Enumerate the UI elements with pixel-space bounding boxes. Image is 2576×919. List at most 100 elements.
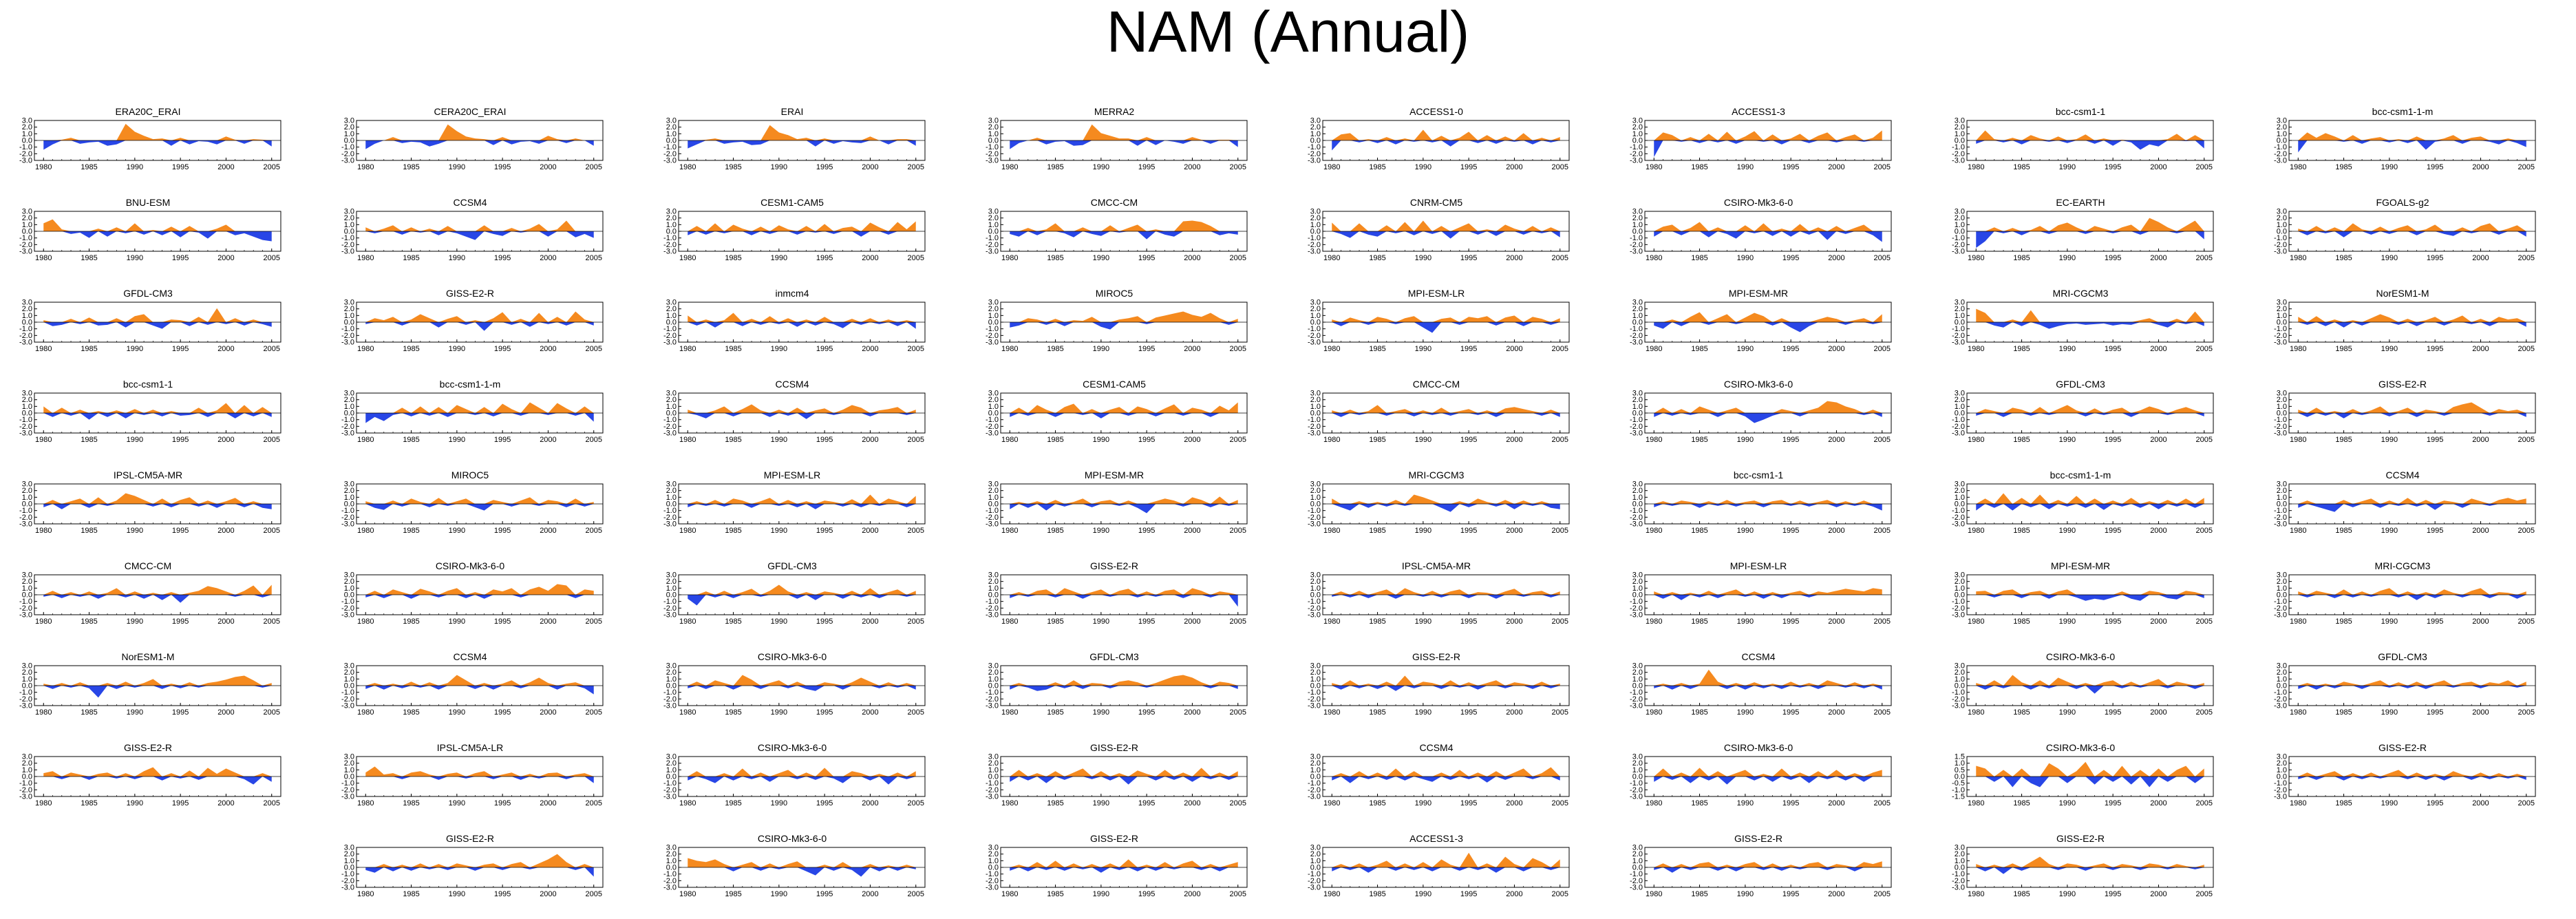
y-tick-label: -1.0 bbox=[663, 779, 677, 788]
x-tick-label: 1990 bbox=[1093, 345, 1109, 353]
y-tick-label: 0.0 bbox=[1955, 410, 1965, 418]
x-tick-label: 2000 bbox=[217, 708, 234, 717]
x-tick-label: 2000 bbox=[862, 708, 878, 717]
panel-title: bcc-csm1-1-m bbox=[2372, 106, 2434, 117]
panel-58: IPSL-CM5A-LR 3.0 2.0 1.0 0.0 -1.0 -2.0 -3.0 1980… bbox=[336, 743, 604, 809]
y-tick-label: 3.0 bbox=[2277, 117, 2287, 125]
panel-42: CSIRO-Mk3-6-0 3.0 2.0 1.0 0.0 -1.0 -2.0 -3.0 198… bbox=[336, 561, 604, 627]
y-tick-label: 2.0 bbox=[2277, 668, 2287, 677]
y-tick-label: -3.0 bbox=[2274, 611, 2287, 620]
y-tick-label: 1.0 bbox=[988, 766, 999, 774]
y-tick-label: 0.0 bbox=[2277, 500, 2287, 509]
negative-area bbox=[365, 686, 594, 695]
y-tick-label: 3.0 bbox=[344, 571, 354, 580]
panel-title: MIROC5 bbox=[1095, 288, 1133, 299]
x-tick-label: 1995 bbox=[1460, 436, 1477, 444]
x-tick-label: 1990 bbox=[1415, 527, 1431, 535]
y-tick-label: -1.0 bbox=[1308, 143, 1321, 151]
y-tick-label: -1.0 bbox=[663, 598, 677, 606]
x-tick-label: 1995 bbox=[2427, 799, 2443, 807]
y-tick-label: 0.0 bbox=[2277, 410, 2287, 418]
y-tick-label: 2.0 bbox=[344, 214, 354, 222]
x-tick-label: 1980 bbox=[1968, 617, 1984, 626]
y-tick-label: 2.0 bbox=[666, 214, 677, 222]
x-tick-label: 1995 bbox=[816, 254, 833, 262]
x-tick-label: 2000 bbox=[1828, 799, 1844, 807]
y-tick-label: -2.0 bbox=[1308, 786, 1321, 794]
negative-area bbox=[1010, 140, 1238, 149]
x-tick-label: 1995 bbox=[1138, 708, 1155, 717]
x-tick-label: 1995 bbox=[1782, 799, 1799, 807]
negative-area bbox=[1332, 867, 1560, 873]
panel-title: MRI-CGCM3 bbox=[2052, 288, 2109, 299]
panel-9: BNU-ESM 3.0 2.0 1.0 0.0 -1.0 -2.0 -3.0 1980 1985 1… bbox=[14, 198, 282, 264]
y-tick-label: 1.0 bbox=[1632, 584, 1643, 593]
panel-65: GISS-E2-R 3.0 2.0 1.0 0.0 -1.0 -2.0 -3.0 1980 198… bbox=[336, 834, 604, 900]
x-tick-label: 2000 bbox=[1184, 617, 1200, 626]
x-tick-label: 1980 bbox=[1968, 345, 1984, 353]
x-tick-label: 1985 bbox=[1047, 708, 1063, 717]
x-tick-label: 1995 bbox=[1782, 527, 1799, 535]
panel-title: CMCC-CM bbox=[124, 560, 172, 571]
x-tick-label: 1990 bbox=[1737, 890, 1754, 898]
x-tick-label: 2005 bbox=[2195, 617, 2212, 626]
x-tick-label: 1995 bbox=[2427, 436, 2443, 444]
x-tick-label: 1990 bbox=[449, 345, 465, 353]
x-tick-label: 1985 bbox=[1691, 708, 1707, 717]
y-tick-label: 2.0 bbox=[988, 487, 999, 495]
x-tick-label: 2000 bbox=[540, 527, 556, 535]
panel-29: CMCC-CM 3.0 2.0 1.0 0.0 -1.0 -2.0 -3.0 1980 1985 1… bbox=[1302, 379, 1571, 445]
negative-area bbox=[1976, 140, 2204, 150]
y-tick-label: 1.0 bbox=[988, 675, 999, 684]
x-tick-label: 2005 bbox=[2518, 708, 2534, 717]
y-tick-label: 3.0 bbox=[1632, 390, 1643, 398]
y-tick-label: 1.0 bbox=[1955, 675, 1965, 684]
x-tick-label: 2000 bbox=[1184, 163, 1200, 171]
x-tick-label: 2000 bbox=[862, 163, 878, 171]
panel-47: MPI-ESM-MR 3.0 2.0 1.0 0.0 -1.0 -2.0 -3.0 1980 19… bbox=[1946, 561, 2215, 627]
y-tick-label: 2.0 bbox=[666, 487, 677, 495]
x-tick-label: 2005 bbox=[2195, 163, 2212, 171]
y-tick-label: 1.0 bbox=[22, 130, 32, 138]
panel-15: EC-EARTH 3.0 2.0 1.0 0.0 -1.0 -2.0 -3.0 1980 1985… bbox=[1946, 198, 2215, 264]
y-tick-label: -3.0 bbox=[1630, 702, 1643, 710]
y-tick-label: -3.0 bbox=[1952, 611, 1965, 620]
y-tick-label: 3.0 bbox=[988, 753, 999, 761]
y-tick-label: 3.0 bbox=[988, 571, 999, 580]
y-tick-label: 3.0 bbox=[988, 208, 999, 216]
x-tick-label: 1990 bbox=[2381, 617, 2398, 626]
x-tick-label: 1985 bbox=[725, 163, 741, 171]
y-tick-label: -3.0 bbox=[2274, 520, 2287, 529]
y-tick-label: 1.0 bbox=[1955, 312, 1965, 320]
x-tick-label: 1990 bbox=[1415, 708, 1431, 717]
x-tick-label: 2000 bbox=[2472, 617, 2489, 626]
y-tick-label: 1.0 bbox=[988, 494, 999, 502]
y-tick-label: 3.0 bbox=[988, 662, 999, 670]
y-tick-label: 3.0 bbox=[666, 844, 677, 852]
y-tick-label: 1.0 bbox=[22, 221, 32, 229]
panel-45: IPSL-CM5A-MR 3.0 2.0 1.0 0.0 -1.0 -2.0 -3.0 1980… bbox=[1302, 561, 1571, 627]
x-tick-label: 2005 bbox=[2195, 708, 2212, 717]
y-tick-label: 0.0 bbox=[1632, 137, 1643, 145]
negative-area bbox=[365, 413, 594, 423]
x-tick-label: 2000 bbox=[2150, 345, 2167, 353]
panel-44: GISS-E2-R 3.0 2.0 1.0 0.0 -1.0 -2.0 -3.0 1980 198… bbox=[980, 561, 1248, 627]
x-tick-label: 1990 bbox=[771, 254, 787, 262]
x-tick-label: 1995 bbox=[494, 617, 511, 626]
x-tick-label: 1985 bbox=[1369, 345, 1385, 353]
y-tick-label: 3.0 bbox=[1955, 844, 1965, 852]
y-tick-label: 3.0 bbox=[666, 299, 677, 307]
positive-area bbox=[43, 123, 272, 140]
positive-area bbox=[43, 767, 272, 777]
panel-title: CSIRO-Mk3-6-0 bbox=[757, 651, 827, 662]
y-tick-label: -2.0 bbox=[19, 423, 32, 431]
panel-title: GFDL-CM3 bbox=[767, 560, 817, 571]
x-tick-label: 1985 bbox=[81, 163, 97, 171]
y-tick-label: 1.0 bbox=[988, 584, 999, 593]
x-tick-label: 1990 bbox=[2381, 708, 2398, 717]
x-tick-label: 1985 bbox=[725, 617, 741, 626]
x-tick-label: 1985 bbox=[725, 708, 741, 717]
